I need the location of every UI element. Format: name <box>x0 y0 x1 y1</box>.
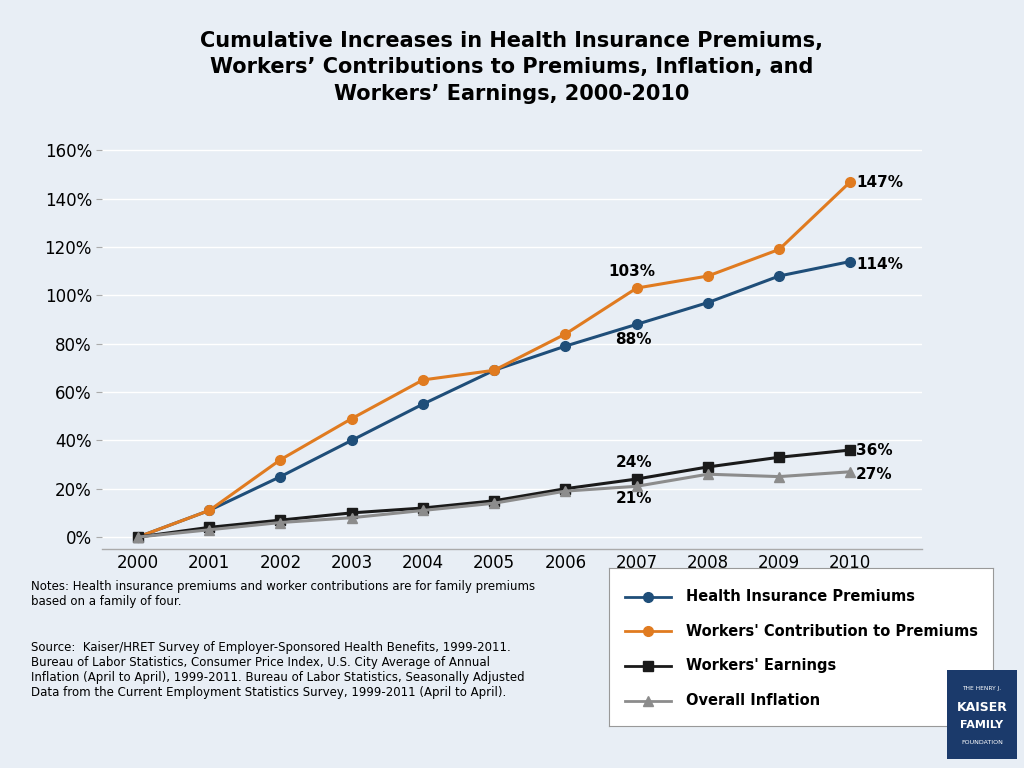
Text: KAISER: KAISER <box>956 701 1008 714</box>
Text: 103%: 103% <box>608 264 655 279</box>
Text: 24%: 24% <box>615 455 652 470</box>
Text: Workers' Contribution to Premiums: Workers' Contribution to Premiums <box>686 624 978 639</box>
Text: Cumulative Increases in Health Insurance Premiums,
Workers’ Contributions to Pre: Cumulative Increases in Health Insurance… <box>201 31 823 104</box>
Text: THE HENRY J.: THE HENRY J. <box>963 686 1001 690</box>
Text: Overall Inflation: Overall Inflation <box>686 693 820 708</box>
Text: 27%: 27% <box>856 467 893 482</box>
Text: Notes: Health insurance premiums and worker contributions are for family premium: Notes: Health insurance premiums and wor… <box>31 580 535 607</box>
Text: FOUNDATION: FOUNDATION <box>962 740 1002 746</box>
Text: 21%: 21% <box>615 492 652 506</box>
Text: 88%: 88% <box>615 332 652 346</box>
Text: Source:  Kaiser/HRET Survey of Employer-Sponsored Health Benefits, 1999-2011.
Bu: Source: Kaiser/HRET Survey of Employer-S… <box>31 641 524 700</box>
Text: Health Insurance Premiums: Health Insurance Premiums <box>686 589 915 604</box>
Text: 147%: 147% <box>856 174 903 190</box>
Text: FAMILY: FAMILY <box>961 720 1004 730</box>
Text: 114%: 114% <box>856 257 903 272</box>
Text: Workers' Earnings: Workers' Earnings <box>686 658 837 674</box>
Text: 36%: 36% <box>856 443 893 458</box>
